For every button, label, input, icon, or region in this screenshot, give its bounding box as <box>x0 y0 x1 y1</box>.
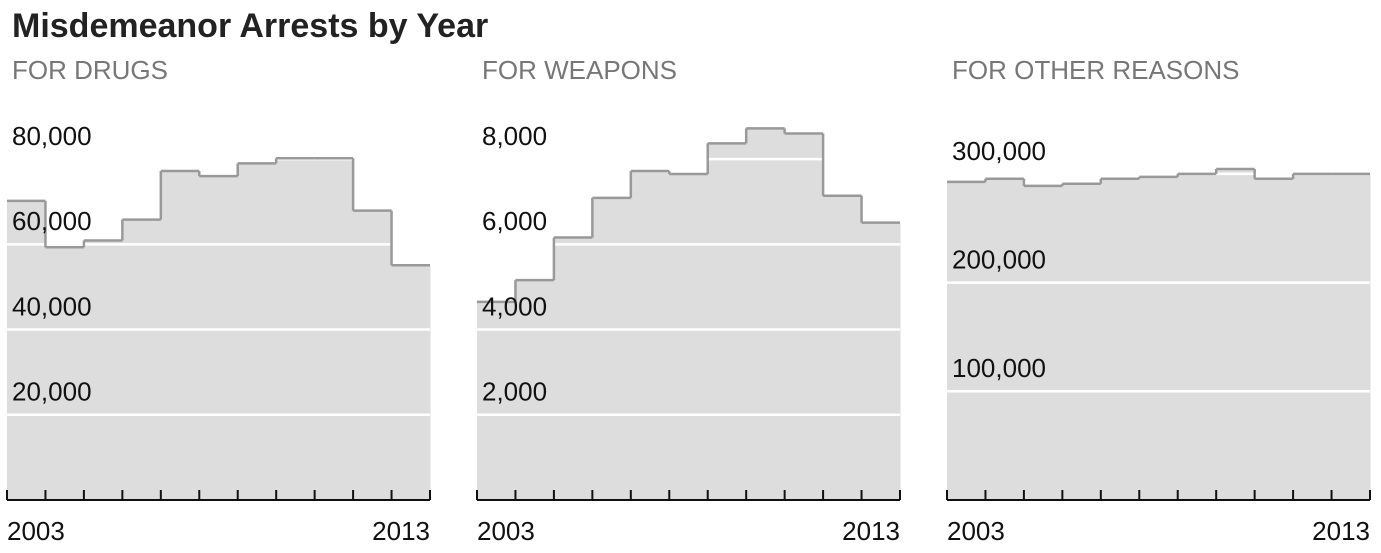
x-tick-label: 2013 <box>372 516 430 546</box>
area-step <box>1216 169 1256 501</box>
x-tick-label: 2013 <box>842 516 900 546</box>
area-step <box>947 181 986 500</box>
y-tick-label: 100,000 <box>952 353 1046 383</box>
y-tick-label: 80,000 <box>12 121 92 151</box>
area-step <box>7 200 46 500</box>
area-step <box>630 171 670 501</box>
area-step <box>1293 173 1333 501</box>
area-step <box>45 247 85 500</box>
y-tick-label: 4,000 <box>482 291 547 321</box>
panel-subtitle: FOR WEAPONS <box>482 55 677 85</box>
area-step <box>391 265 431 500</box>
y-tick-label: 200,000 <box>952 244 1046 274</box>
area-step <box>160 171 200 501</box>
area-step <box>199 176 239 501</box>
y-tick-label: 6,000 <box>482 206 547 236</box>
y-tick-label: 60,000 <box>12 206 92 236</box>
area-step <box>83 240 123 500</box>
area-step <box>1331 173 1371 501</box>
area-step <box>122 219 162 500</box>
y-tick-label: 300,000 <box>952 136 1046 166</box>
area-step <box>985 178 1025 500</box>
area-step <box>477 301 516 500</box>
area-step <box>707 143 747 501</box>
area-step <box>553 237 593 500</box>
x-tick-label: 2003 <box>947 516 1005 546</box>
chart-title: Misdemeanor Arrests by Year <box>12 7 488 45</box>
area-step <box>1023 185 1063 500</box>
area-step <box>746 128 786 500</box>
y-tick-label: 20,000 <box>12 377 92 407</box>
area-step <box>1254 178 1294 500</box>
y-tick-label: 2,000 <box>482 377 547 407</box>
area-step <box>1100 178 1140 500</box>
area-step <box>1177 173 1217 501</box>
panel-subtitle: FOR DRUGS <box>12 55 168 85</box>
area-step <box>861 222 901 501</box>
x-tick-label: 2013 <box>1312 516 1370 546</box>
area-step <box>1139 176 1179 500</box>
x-tick-label: 2003 <box>7 516 65 546</box>
area-step <box>1062 183 1102 500</box>
x-tick-label: 2003 <box>477 516 535 546</box>
area-step <box>353 210 393 500</box>
area-step <box>237 163 277 500</box>
area-step <box>784 133 824 501</box>
y-tick-label: 40,000 <box>12 291 92 321</box>
area-step <box>515 280 555 500</box>
area-step <box>823 195 863 500</box>
y-tick-label: 8,000 <box>482 121 547 151</box>
area-step <box>669 174 709 500</box>
panel-subtitle: FOR OTHER REASONS <box>952 55 1239 85</box>
area-step <box>592 197 632 500</box>
